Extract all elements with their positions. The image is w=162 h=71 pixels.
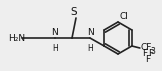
Text: H: H xyxy=(52,44,58,53)
Text: H₂N: H₂N xyxy=(8,34,25,43)
Text: F: F xyxy=(145,56,150,64)
Text: CF: CF xyxy=(141,43,152,51)
Text: N: N xyxy=(52,28,58,37)
Text: S: S xyxy=(71,7,77,17)
Text: Cl: Cl xyxy=(119,12,128,21)
Text: 3: 3 xyxy=(151,47,156,56)
Text: F: F xyxy=(142,49,147,59)
Text: N: N xyxy=(87,28,93,37)
Text: H: H xyxy=(87,44,93,53)
Text: F: F xyxy=(148,49,153,59)
